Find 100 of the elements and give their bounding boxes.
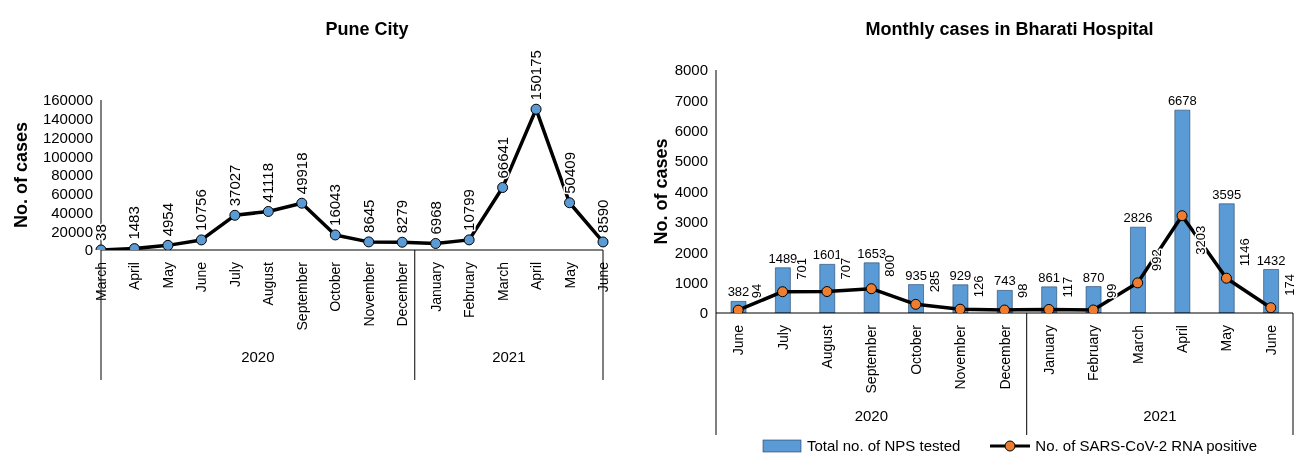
point bbox=[1220, 272, 1232, 284]
text: 2020 bbox=[854, 407, 889, 424]
y-axis-title: No. of cases bbox=[11, 121, 32, 229]
data-label: 4954 bbox=[158, 202, 176, 237]
y-tick-label: 6000 bbox=[674, 122, 708, 140]
data-label: 117 bbox=[1059, 276, 1075, 298]
point bbox=[597, 236, 609, 248]
y-tick-label: 8000 bbox=[674, 61, 708, 79]
y-tick-label: 3000 bbox=[674, 213, 708, 231]
x-tick-label: May bbox=[561, 262, 578, 289]
data-label: 870 bbox=[1082, 269, 1105, 285]
x-tick-label: April bbox=[528, 262, 545, 291]
data-label: 41118 bbox=[259, 162, 277, 203]
data-label: 66641 bbox=[493, 136, 511, 179]
x-tick-label: March bbox=[93, 262, 109, 301]
point bbox=[821, 286, 833, 298]
text: 2021 bbox=[1143, 407, 1177, 424]
y-tick-label: 5000 bbox=[674, 152, 708, 170]
data-label: 10799 bbox=[460, 189, 478, 231]
y-tick-label: 2000 bbox=[674, 243, 708, 261]
y-tick-label: 0 bbox=[84, 241, 93, 259]
x-tick-label: June bbox=[595, 261, 611, 293]
x-tick-label: September bbox=[293, 261, 310, 331]
data-label: 743 bbox=[993, 273, 1016, 289]
data-label: 1146 bbox=[1237, 238, 1253, 267]
point bbox=[1087, 304, 1099, 313]
x-tick-label: December bbox=[394, 261, 411, 327]
data-label: 50409 bbox=[560, 152, 578, 194]
text: 2020 bbox=[241, 348, 275, 365]
data-label: 861 bbox=[1038, 269, 1061, 285]
data-label: 992 bbox=[1148, 249, 1164, 271]
data-label: 99 bbox=[1104, 283, 1120, 298]
point bbox=[262, 205, 274, 217]
y-tick-label: 4000 bbox=[674, 182, 708, 200]
y-tick-label: 1000 bbox=[674, 273, 708, 291]
data-label: 935 bbox=[905, 267, 927, 283]
y-tick-label: 20000 bbox=[51, 222, 93, 240]
data-label: 38 bbox=[92, 224, 109, 241]
y-tick-label: 120000 bbox=[42, 128, 93, 146]
data-label: 3595 bbox=[1212, 186, 1242, 202]
data-label: 16043 bbox=[326, 184, 344, 226]
data-label: 174 bbox=[1281, 274, 1297, 296]
x-tick-label: January bbox=[1040, 325, 1057, 375]
x-tick-label: August bbox=[260, 261, 277, 306]
data-label: 94 bbox=[749, 283, 765, 299]
chart-title: Pune City bbox=[325, 19, 409, 40]
point bbox=[530, 103, 542, 115]
point bbox=[329, 229, 341, 241]
x-tick-label: July bbox=[774, 325, 791, 350]
data-label: 1432 bbox=[1256, 252, 1286, 268]
y-axis-title: No. of cases bbox=[651, 138, 672, 245]
point bbox=[1043, 303, 1055, 313]
point bbox=[564, 197, 576, 209]
y-tick-label: 40000 bbox=[51, 203, 93, 221]
x-tick-label: November bbox=[952, 324, 969, 390]
data-label: 8645 bbox=[359, 199, 377, 233]
point bbox=[865, 283, 877, 295]
x-tick-label: February bbox=[1085, 325, 1102, 382]
point bbox=[463, 234, 475, 246]
y-tick-label: 60000 bbox=[51, 185, 93, 203]
x-tick-label: January bbox=[427, 262, 444, 312]
point bbox=[363, 236, 375, 248]
bar bbox=[1218, 203, 1235, 313]
x-tick-label: May bbox=[1218, 325, 1235, 352]
x-tick-label: March bbox=[494, 262, 511, 301]
y-tick-label: 160000 bbox=[42, 91, 93, 109]
x-tick-label: October bbox=[907, 324, 924, 375]
x-tick-label: May bbox=[159, 262, 176, 289]
point bbox=[1265, 302, 1277, 313]
x-tick-label: July bbox=[226, 262, 243, 287]
data-label: 1489 bbox=[768, 250, 798, 266]
chart-title: Monthly cases in Bharati Hospital bbox=[865, 19, 1154, 40]
data-label: 1483 bbox=[125, 206, 143, 240]
x-tick-label: June bbox=[730, 324, 747, 356]
point bbox=[954, 303, 966, 313]
point bbox=[195, 234, 207, 246]
data-label: 37027 bbox=[225, 164, 243, 207]
x-tick-label: February bbox=[461, 262, 478, 319]
legend-label: No. of SARS-CoV-2 RNA positive bbox=[1035, 437, 1258, 454]
y-tick-label: 140000 bbox=[42, 110, 93, 128]
point bbox=[296, 197, 308, 209]
y-tick-label: 100000 bbox=[42, 147, 93, 165]
data-label: 1601 bbox=[812, 247, 842, 263]
data-label: 6968 bbox=[426, 201, 444, 235]
data-label: 98 bbox=[1015, 283, 1031, 299]
data-label: 929 bbox=[949, 267, 972, 283]
data-label: 3203 bbox=[1193, 225, 1209, 255]
point bbox=[396, 236, 408, 248]
x-tick-label: October bbox=[327, 261, 344, 312]
x-tick-label: June bbox=[193, 261, 210, 293]
x-tick-label: April bbox=[126, 262, 143, 291]
x-tick-label: June bbox=[1262, 324, 1279, 356]
legend-label: Total no. of NPS tested bbox=[806, 437, 961, 454]
data-label: 8279 bbox=[393, 199, 411, 234]
x-tick-label: March bbox=[1129, 325, 1146, 364]
point bbox=[1132, 277, 1144, 289]
x-tick-label: September bbox=[863, 324, 880, 394]
x-tick-label: December bbox=[996, 324, 1013, 390]
y-tick-label: 80000 bbox=[51, 166, 93, 184]
x-tick-label: August bbox=[818, 324, 835, 369]
